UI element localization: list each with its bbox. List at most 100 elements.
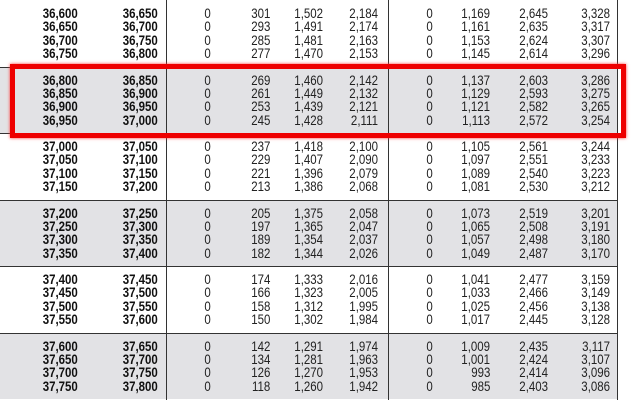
- credit-amount-cell: 0: [426, 311, 433, 328]
- credit-amount-cell: 1,984: [349, 311, 378, 328]
- credit-amount-cell: 229: [250, 151, 270, 168]
- credit-amount-cell: 3,286: [581, 71, 610, 88]
- credit-amount-cell: 0: [204, 244, 211, 261]
- credit-amount-cell: 1,365: [294, 217, 323, 234]
- credit-amount-cell: 2,174: [349, 18, 378, 35]
- credit-amount-cell: 1,386: [294, 178, 323, 195]
- credit-amount-cell: 2,079: [349, 164, 378, 181]
- credit-amount-cell: 174: [250, 271, 270, 287]
- credit-amount-cell: 269: [250, 71, 270, 88]
- income-bracket-cell: 37,000: [42, 138, 78, 154]
- credit-amount-cell: 1,974: [349, 337, 378, 354]
- credit-amount-cell: 1,113: [462, 111, 490, 128]
- credit-amount-cell: 1,439: [294, 98, 323, 115]
- credit-amount-cell: 0: [204, 138, 211, 154]
- row-group: [0, 199, 617, 266]
- credit-amount-cell: 0: [426, 45, 433, 62]
- credit-amount-cell: 1,502: [294, 5, 323, 21]
- credit-amount-cell: 1,942: [349, 377, 378, 394]
- credit-amount-cell: 1,145: [461, 45, 490, 62]
- credit-amount-cell: 2,016: [349, 271, 378, 287]
- credit-amount-cell: 253: [250, 98, 270, 115]
- credit-amount-cell: 1,169: [461, 5, 490, 21]
- credit-amount-cell: 2,121: [349, 98, 378, 115]
- income-bracket-cell: 37,700: [122, 350, 158, 367]
- credit-amount-cell: 2,435: [519, 337, 548, 354]
- credit-amount-cell: 1,033: [461, 284, 490, 301]
- income-bracket-cell: 37,500: [42, 297, 78, 314]
- income-bracket-cell: 36,700: [122, 18, 158, 35]
- credit-amount-cell: 261: [250, 84, 270, 101]
- credit-amount-cell: 1,333: [294, 271, 323, 287]
- credit-amount-cell: 0: [426, 5, 433, 21]
- credit-amount-cell: 1,396: [294, 164, 323, 181]
- credit-amount-cell: 2,561: [519, 138, 548, 154]
- credit-amount-cell: 2,624: [519, 31, 548, 48]
- credit-amount-cell: 1,161: [461, 18, 490, 35]
- credit-amount-cell: 3,180: [581, 231, 610, 248]
- credit-amount-cell: 0: [426, 138, 433, 154]
- income-bracket-cell: 37,000: [122, 111, 158, 128]
- credit-amount-cell: 3,191: [581, 217, 610, 234]
- income-bracket-cell: 36,750: [122, 31, 158, 48]
- credit-amount-cell: 0: [204, 217, 211, 234]
- credit-amount-cell: 3,307: [581, 31, 610, 48]
- credit-amount-cell: 126: [250, 364, 270, 381]
- credit-amount-cell: 213: [250, 178, 270, 195]
- credit-amount-cell: 0: [204, 31, 211, 48]
- credit-amount-cell: 0: [204, 98, 211, 115]
- credit-amount-cell: 2,456: [519, 297, 548, 314]
- credit-amount-cell: 2,163: [349, 31, 378, 48]
- income-bracket-cell: 37,750: [122, 364, 158, 381]
- credit-amount-cell: 1,354: [294, 231, 323, 248]
- credit-amount-cell: 1,001: [461, 350, 490, 367]
- credit-amount-cell: 0: [204, 164, 211, 181]
- credit-amount-cell: 0: [204, 284, 211, 301]
- credit-amount-cell: 0: [204, 337, 211, 354]
- credit-amount-cell: 2,635: [519, 18, 548, 35]
- credit-amount-cell: 1,418: [294, 138, 323, 154]
- credit-amount-cell: 134: [250, 350, 270, 367]
- income-bracket-cell: 37,200: [42, 204, 78, 221]
- credit-amount-cell: 1,270: [294, 364, 323, 381]
- income-bracket-cell: 37,450: [42, 284, 78, 301]
- credit-amount-cell: 1,375: [294, 204, 323, 221]
- credit-amount-cell: 1,153: [461, 31, 490, 48]
- credit-amount-cell: 2,090: [349, 151, 378, 168]
- credit-amount-cell: 1,449: [294, 84, 323, 101]
- credit-amount-cell: 2,540: [519, 164, 548, 181]
- credit-amount-cell: 0: [426, 231, 433, 248]
- credit-amount-cell: 1,428: [294, 111, 323, 128]
- credit-amount-cell: 1,963: [349, 350, 378, 367]
- credit-amount-cell: 0: [426, 350, 433, 367]
- credit-amount-cell: 277: [250, 45, 270, 62]
- income-bracket-cell: 37,800: [122, 377, 158, 394]
- credit-amount-cell: 0: [426, 204, 433, 221]
- credit-amount-cell: 0: [426, 178, 433, 195]
- income-bracket-cell: 37,350: [122, 231, 158, 248]
- credit-amount-cell: 2,477: [519, 271, 548, 287]
- credit-amount-cell: 2,487: [519, 244, 548, 261]
- credit-amount-cell: 1,323: [294, 284, 323, 301]
- credit-amount-cell: 0: [426, 217, 433, 234]
- credit-amount-cell: 197: [250, 217, 270, 234]
- credit-amount-cell: 0: [204, 18, 211, 35]
- credit-amount-cell: 166: [250, 284, 270, 301]
- row-group: [0, 66, 617, 133]
- income-bracket-cell: 37,050: [122, 138, 158, 154]
- highlight-box: [10, 63, 626, 138]
- credit-amount-cell: 1,073: [461, 204, 490, 221]
- group-divider: [0, 266, 617, 267]
- credit-amount-cell: 1,281: [294, 350, 323, 367]
- credit-amount-cell: 150: [250, 311, 270, 328]
- credit-amount-cell: 2,445: [519, 311, 548, 328]
- credit-amount-cell: 0: [426, 364, 433, 381]
- credit-amount-cell: 0: [426, 377, 433, 394]
- credit-amount-cell: 3,212: [581, 178, 610, 195]
- income-bracket-cell: 37,150: [42, 178, 78, 195]
- income-bracket-cell: 37,300: [122, 217, 158, 234]
- credit-amount-cell: 0: [204, 350, 211, 367]
- income-bracket-cell: 37,550: [42, 311, 78, 328]
- credit-amount-cell: 3,223: [581, 164, 610, 181]
- credit-amount-cell: 0: [426, 71, 433, 88]
